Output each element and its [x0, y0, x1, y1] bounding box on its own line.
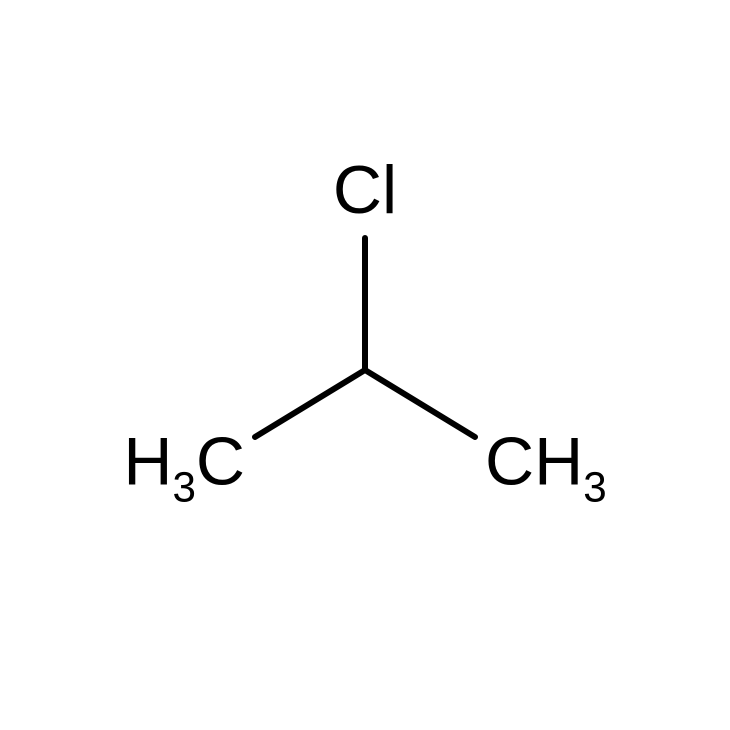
atom-label-h3c-left: H3C [123, 428, 245, 507]
chemical-structure-diagram: Cl H3C CH3 [0, 0, 730, 730]
bond-line [365, 370, 475, 437]
atom-label-ch3-right: CH3 [485, 428, 607, 507]
bond-line [255, 370, 365, 437]
bond-layer [0, 0, 730, 730]
atom-label-cl: Cl [333, 156, 397, 224]
